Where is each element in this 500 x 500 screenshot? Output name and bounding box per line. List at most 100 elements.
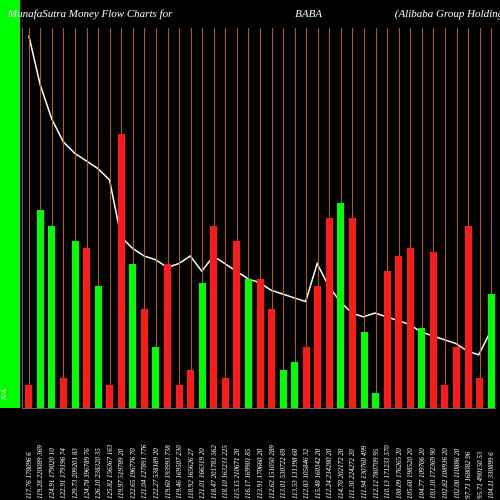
grid-line	[29, 28, 30, 408]
volume-bar	[106, 385, 113, 408]
x-axis-label: 119.97 519789 20	[117, 449, 119, 499]
x-axis-label: 119.60 193993 738	[164, 445, 166, 499]
volume-bar	[268, 309, 275, 408]
x-axis-label: 105.60 198520 20	[406, 448, 408, 499]
volume-bar	[349, 218, 356, 408]
grid-line	[376, 28, 377, 408]
volume-bar	[176, 385, 183, 408]
volume-bar	[430, 252, 437, 408]
x-axis-label: 125.82 156367 163	[106, 445, 108, 499]
x-axis-label: 104.11 330899 6	[487, 452, 489, 499]
volume-bar	[337, 203, 344, 408]
title-suffix: (Alibaba Group Holding Limi	[395, 8, 500, 20]
grid-line	[480, 28, 481, 408]
x-axis-label: 97.71 168082 96	[464, 452, 466, 499]
volume-bar	[60, 378, 67, 408]
title-prefix: MunafaSutra Money Flow Charts for	[8, 8, 172, 20]
chart-title: MunafaSutra Money Flow Charts for BABA (…	[0, 8, 500, 20]
x-axis-label: 118.92 165626 27	[187, 449, 189, 499]
volume-bar	[441, 385, 448, 408]
x-axis-label: 108.09 176265 20	[395, 448, 397, 499]
grid-line	[191, 28, 192, 408]
x-axis-label: 115.48 160342 20	[314, 449, 316, 499]
grid-line	[295, 28, 296, 408]
grid-line	[283, 28, 284, 408]
y-axis-label: N/A	[0, 389, 8, 400]
volume-bar	[465, 226, 472, 408]
volume-bar	[407, 248, 414, 408]
volume-bar	[395, 256, 402, 408]
x-axis-label: 111.94 130760 499	[360, 446, 362, 499]
volume-bar	[199, 283, 206, 408]
grid-line	[445, 28, 446, 408]
volume-bar	[476, 378, 483, 408]
volume-bar	[72, 241, 79, 408]
volume-bar	[314, 286, 321, 408]
volume-bar	[384, 271, 391, 408]
title-ticker: BABA	[295, 8, 322, 20]
x-axis-label: 122.91 179196 74	[59, 448, 61, 499]
volume-bar	[488, 294, 495, 408]
volume-bar	[291, 362, 298, 408]
volume-bar	[453, 347, 460, 408]
volume-bar	[48, 226, 55, 408]
x-axis-label: 121.04 127891 776	[140, 445, 142, 499]
grid-line	[179, 28, 180, 408]
volume-bar	[37, 210, 44, 408]
chart-plot-area	[22, 28, 496, 409]
grid-line	[225, 28, 226, 408]
x-axis-label: 112.12 780709 95	[372, 449, 374, 499]
x-axis-label: 113.01 530722 69	[279, 449, 281, 499]
volume-bar	[280, 370, 287, 408]
volume-bar	[83, 248, 90, 408]
volume-bar	[233, 241, 240, 408]
volume-bar	[164, 264, 171, 408]
x-axis-label: 122.27 538189 20	[152, 448, 154, 499]
x-axis-label: 118.10 163233 225	[221, 445, 223, 499]
x-axis-label: 121.01 166319 20	[198, 448, 200, 499]
x-axis-label: 112.83 105846 32	[302, 449, 304, 499]
x-axis-label: 112.24 234280 20	[325, 449, 327, 499]
grid-line	[63, 28, 64, 408]
x-axis-label: 95.71 490150 53	[476, 452, 478, 499]
x-axis-label: 102.82 108936 20	[441, 448, 443, 499]
x-axis-label: 111.30 224272 20	[348, 449, 350, 499]
volume-bar	[326, 218, 333, 408]
x-axis-label: 115.15 210671 20	[233, 449, 235, 499]
volume-bar	[245, 279, 252, 408]
x-axis-label: 110.13 171233 570	[383, 445, 385, 499]
x-axis-label: 112.62 151050 289	[268, 445, 270, 499]
left-accent-bar	[0, 0, 20, 408]
volume-bar	[141, 309, 148, 408]
volume-bar	[152, 347, 159, 408]
volume-bar	[129, 264, 136, 408]
volume-bar	[303, 347, 310, 408]
x-axis-label: 124.78 396789 76	[83, 448, 85, 499]
x-axis-label: 113.91 170660 20	[256, 449, 258, 499]
x-axis-label: 104.77 109706 20	[418, 448, 420, 499]
volume-bar	[95, 286, 102, 408]
x-axis-label: 129.73 209201 83	[71, 448, 73, 499]
x-axis-label: 126.10 238320 35	[94, 448, 96, 499]
x-axis-label: 116.17 169901 85	[244, 449, 246, 499]
volume-bar	[418, 328, 425, 408]
x-axis-label: 122.65 196776 70	[129, 448, 131, 499]
x-axis-label: 119.28 220089 369	[36, 445, 38, 499]
volume-bar	[118, 134, 125, 408]
x-axis-label: 117.76 178096 6	[25, 452, 27, 499]
volume-bar	[25, 385, 32, 408]
volume-bar	[257, 279, 264, 408]
volume-bar	[361, 332, 368, 408]
x-axis-label: 113.53 131398 60	[291, 449, 293, 499]
x-axis-label: 103.10 172369 90	[429, 448, 431, 499]
grid-line	[110, 28, 111, 408]
x-axis-label: 124.91 179020 10	[48, 448, 50, 499]
volume-bar	[222, 378, 229, 408]
x-axis-label: 119.46 169507 230	[175, 445, 177, 499]
volume-bar	[210, 226, 217, 408]
volume-bar	[187, 370, 194, 408]
volume-bar	[372, 393, 379, 408]
x-axis-label: 118.47 201783 562	[210, 445, 212, 499]
x-axis-label: 114.70 202172 20	[337, 449, 339, 499]
x-axis-label: 102.00 110886 20	[453, 449, 455, 499]
